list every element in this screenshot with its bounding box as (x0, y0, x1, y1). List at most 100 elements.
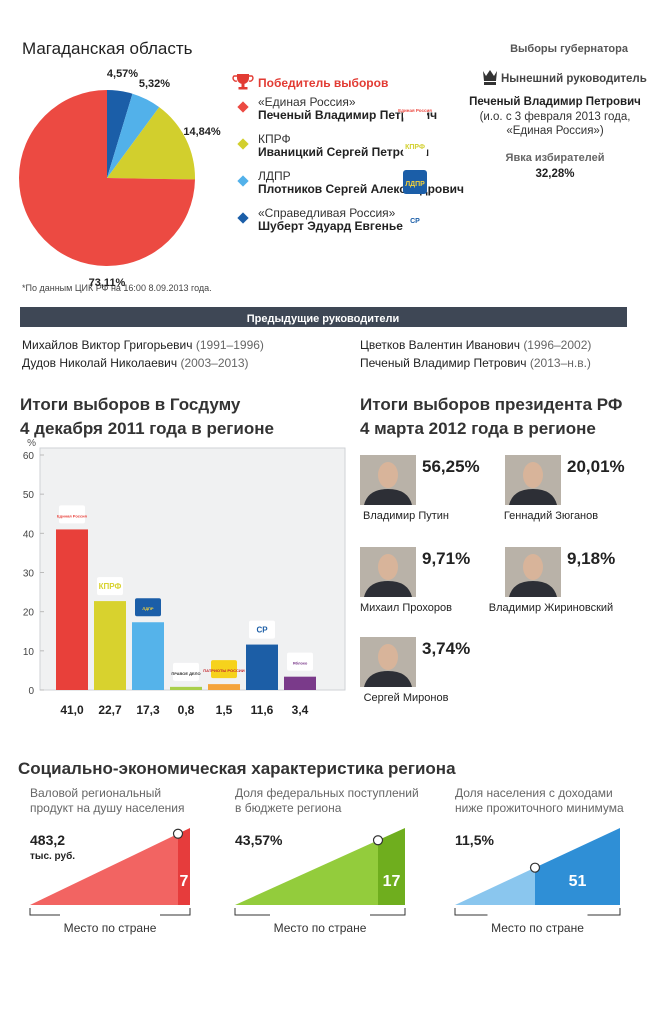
leader-years: (1996–2002) (523, 338, 591, 352)
party-logo: ПРАВОЕ ДЕЛО (171, 671, 200, 676)
bar (170, 686, 202, 690)
party-logo: Яблоко (293, 661, 308, 666)
rank-value: 51 (569, 873, 587, 890)
photo-shoulders (509, 581, 557, 597)
pie-value-label: 14,84% (183, 126, 221, 138)
photo-head (523, 462, 543, 488)
y-axis-label: % (27, 438, 36, 449)
rank-caption: Место по стране (274, 921, 367, 935)
rank-marker (529, 862, 541, 873)
legend-party: КПРФ (258, 132, 291, 146)
triangle-light (455, 867, 535, 905)
party-logo: КПРФ (99, 582, 122, 591)
photo-shoulders (364, 671, 412, 687)
chart-title: 4 декабря 2011 года в регионе (20, 419, 274, 438)
previous-leader: Дудов Николай Николаевич (2003–2013) (22, 356, 249, 370)
leader-years: (2013–н.в.) (530, 356, 591, 370)
legend-marker (237, 212, 249, 224)
y-tick-label: 60 (23, 451, 35, 462)
bar (132, 622, 164, 690)
y-tick-label: 0 (28, 686, 34, 697)
legend-party: «Единая Россия» (258, 95, 356, 109)
party-logo: СР (410, 218, 420, 225)
photo-shoulders (364, 581, 412, 597)
party-logo-bg (59, 505, 85, 524)
party-logo-bg (249, 620, 275, 639)
y-tick-label: 30 (23, 569, 35, 580)
plot-area (39, 447, 346, 691)
bracket-gap (487, 911, 588, 919)
leader-years: (1991–1996) (196, 338, 264, 352)
indicator-label: Доля населения с доходами (455, 786, 613, 800)
party-logo-bg (97, 577, 123, 596)
party-logo-bg (403, 133, 427, 157)
candidate-name: Михаил Прохоров (360, 602, 452, 614)
candidate-result: 9,18% (567, 549, 615, 568)
previous-leader: Печеный Владимир Петрович (2013–н.в.) (360, 356, 591, 370)
bar (56, 529, 88, 690)
candidate-result: 9,71% (422, 549, 470, 568)
candidate-name: Геннадий Зюганов (504, 510, 598, 522)
legend-candidate: Иваницкий Сергей Петрович (258, 145, 429, 159)
photo-shoulders (364, 489, 412, 505)
indicator-label: в бюджете региона (235, 801, 342, 815)
bar-value-label: 0,8 (178, 703, 195, 717)
y-tick-label: 10 (23, 647, 35, 658)
rank-value: 17 (383, 873, 401, 890)
legend-marker (237, 175, 249, 187)
indicator-label: Валовой региональный (30, 786, 161, 800)
party-logo: ПАТРИОТЫ РОССИИ (203, 668, 245, 673)
rank-caption: Место по стране (491, 921, 584, 935)
region-title: Магаданская область (22, 39, 193, 58)
party-logo-bg (403, 207, 427, 231)
turnout-value: 32,28% (535, 168, 574, 180)
legend-marker (237, 138, 249, 150)
bar-value-label: 11,6 (251, 703, 274, 717)
legend-party: ЛДПР (258, 169, 291, 183)
current-details: (и.о. с 3 февраля 2013 года, (480, 111, 631, 123)
photo-head (523, 554, 543, 580)
indicator-label: продукт на душу населения (30, 801, 184, 815)
leader-name: Дудов Николай Николаевич (22, 356, 177, 370)
legend-title: Победитель выборов (258, 76, 388, 90)
pie-value-label: 4,57% (107, 68, 138, 80)
president-title: 4 марта 2012 года в регионе (360, 419, 596, 438)
pie-value-label: 73,11% (89, 277, 126, 289)
pie-slice (18, 90, 195, 266)
candidate-result: 56,25% (422, 457, 480, 476)
triangle-dark (378, 828, 405, 905)
rank-caption: Место по стране (64, 921, 157, 935)
social-title: Социально-экономическая характеристика р… (18, 759, 456, 778)
photo-head (378, 644, 398, 670)
triangle-dark (178, 828, 190, 905)
rank-marker (372, 835, 384, 846)
photo-head (378, 554, 398, 580)
y-tick-label: 40 (23, 529, 35, 540)
bar (284, 676, 316, 690)
party-logo: СР (256, 626, 268, 635)
previous-leader: Цветков Валентин Иванович (1996–2002) (360, 338, 591, 352)
candidate-name: Владимир Путин (363, 510, 449, 522)
current-details: «Единая Россия») (506, 125, 603, 137)
indicator-unit: тыс. руб. (30, 850, 75, 862)
pie-slice (107, 90, 133, 178)
pie-slice (107, 93, 160, 178)
legend-candidate: Шуберт Эдуард Евгеньевич (258, 219, 425, 233)
previous-leader: Михайлов Виктор Григорьевич (1991–1996) (22, 338, 264, 352)
crown-icon (483, 70, 497, 85)
bar (208, 684, 240, 690)
party-logo-bg (135, 598, 161, 617)
rank-value: 7 (180, 873, 189, 890)
legend-candidate: Плотников Сергей Александрович (258, 182, 464, 196)
party-logo: КПРФ (405, 144, 425, 151)
triangle-light (30, 833, 178, 905)
leader-name: Печеный Владимир Петрович (360, 356, 527, 370)
leader-years: (2003–2013) (180, 356, 248, 370)
legend-candidate: Печеный Владимир Петрович (258, 108, 437, 122)
triangle-light (235, 840, 378, 905)
bar-value-label: 22,7 (98, 703, 122, 717)
party-logo-bg (287, 652, 313, 671)
candidate-result: 3,74% (422, 639, 470, 658)
bar (94, 601, 126, 690)
trophy-icon (232, 74, 254, 90)
